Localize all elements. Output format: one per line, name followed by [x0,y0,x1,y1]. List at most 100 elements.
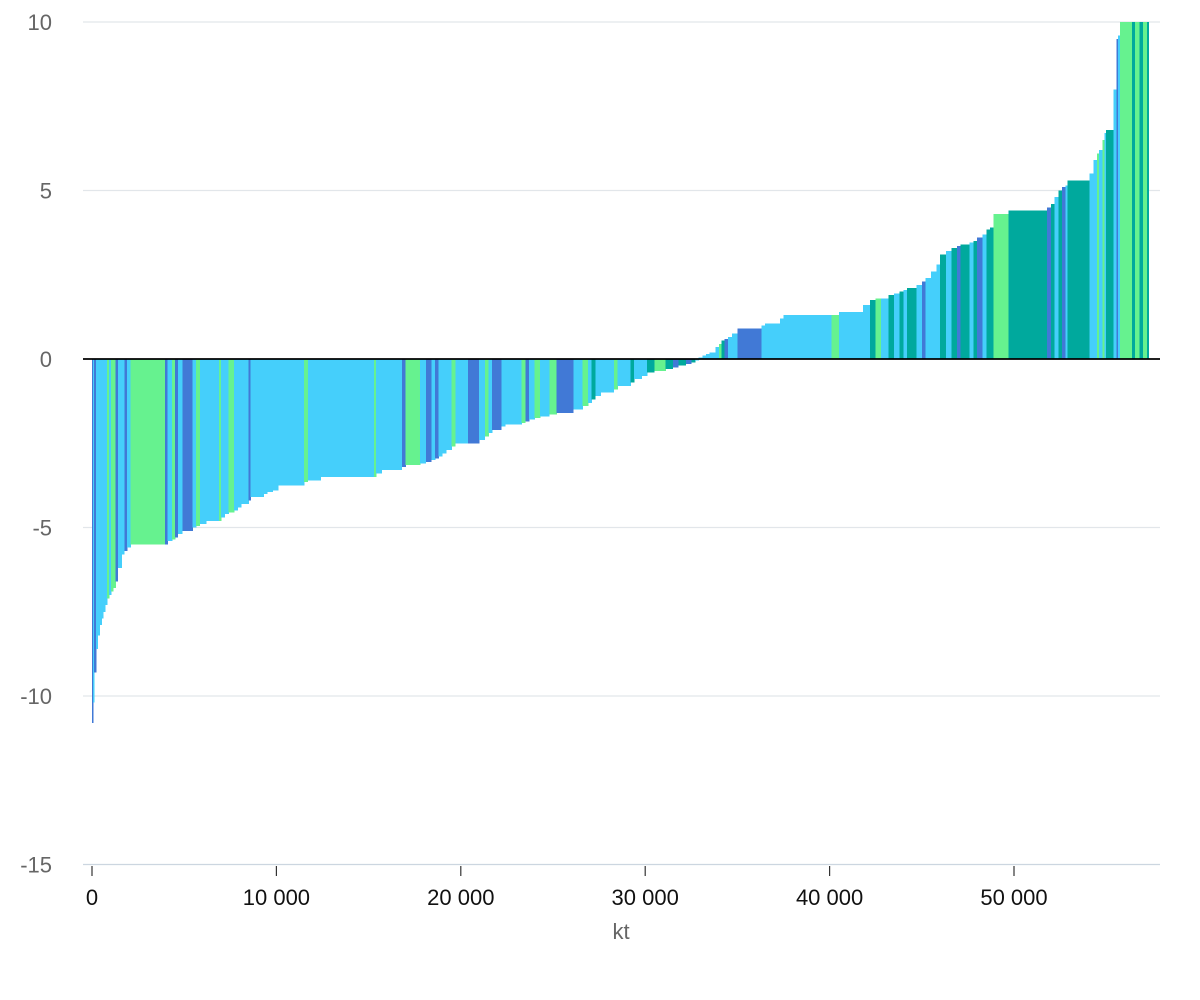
bar-96 [709,352,716,359]
bar-137 [1047,207,1052,359]
x-axis-title: kt [612,919,629,944]
bar-90 [685,359,692,365]
bar-56 [442,359,447,454]
bar-153 [1118,35,1121,359]
bar-75 [582,359,589,407]
bar-118 [907,288,917,359]
bar-99 [721,340,725,359]
bar-50 [405,359,421,466]
bar-114 [888,294,895,359]
bar-88 [672,359,679,368]
bar-8 [105,359,108,606]
bar-154 [1120,22,1133,359]
bar-58 [451,359,456,447]
bar-31 [224,359,229,515]
bar-113 [881,298,889,359]
x-tick-label-3: 30 000 [612,885,679,910]
bar-36 [248,359,251,501]
bar-25 [192,359,197,528]
x-tick-label-5: 50 000 [980,885,1047,910]
bar-149 [1104,133,1107,359]
bar-134 [990,227,995,359]
bar-98 [718,343,723,359]
bar-65 [501,359,506,427]
bar-54 [434,359,439,459]
bar-40 [267,359,274,493]
bar-44 [307,359,321,481]
bar-78 [595,359,602,397]
bar-69 [529,359,535,420]
bar-1 [93,359,95,703]
bar-129 [969,242,974,359]
bar-158 [1143,22,1148,359]
y-tick-label-3: -5 [32,516,52,541]
y-tick-label-0: 10 [28,10,52,35]
bar-140 [1058,190,1063,359]
bar-82 [630,359,635,383]
bar-35 [241,359,250,504]
x-tick-label-4: 40 000 [796,885,863,910]
bar-105 [765,323,781,359]
bar-26 [196,359,201,526]
bar-57 [446,359,452,450]
bar-24 [182,359,193,531]
bar-120 [921,281,926,359]
bar-74 [573,359,583,410]
bar-104 [761,325,766,359]
bar-112 [875,298,882,359]
y-tick-label-5: -15 [20,853,52,878]
bar-133 [986,229,991,359]
bar-141 [1061,187,1066,359]
bar-61 [479,359,486,440]
bar-13 [115,359,119,582]
bar-15 [121,359,125,555]
bar-37 [250,359,257,498]
bar-121 [925,278,932,359]
bar-9 [107,359,110,599]
bar-146 [1096,153,1100,359]
bar-29 [219,359,222,521]
bar-81 [617,359,631,386]
bar-132 [982,234,987,359]
bar-27 [199,359,207,525]
bar-119 [916,284,923,359]
bar-42 [278,359,305,486]
bar-68 [525,359,530,422]
bar-108 [831,315,840,359]
bar-83 [634,359,642,380]
bar-7 [103,359,106,612]
bar-5 [99,359,102,626]
y-axis-ticks: 10 5 0 -5 -10 -15 [20,10,52,878]
bar-148 [1102,139,1105,359]
x-tick-label-2: 20 000 [427,885,494,910]
bar-10 [108,359,112,595]
bar-59 [455,359,469,444]
bar-151 [1113,89,1117,360]
bar-142 [1065,185,1068,359]
bar-122 [931,271,937,359]
bar-39 [263,359,268,494]
bar-100 [724,338,729,359]
bar-117 [903,289,908,359]
y-tick-label-1: 5 [40,179,52,204]
bar-38 [256,359,264,498]
bar-43 [304,359,309,482]
bar-159 [1146,22,1149,359]
bar-18 [130,359,166,545]
bar-4 [97,359,101,636]
bar-23 [177,359,183,535]
bar-12 [113,359,116,589]
bar-143 [1067,180,1090,359]
bar-64 [492,359,502,430]
x-tick-label-1: 10 000 [243,885,310,910]
bar-135 [993,214,1009,359]
bar-46 [374,359,377,477]
bar-48 [381,359,403,471]
bar-17 [127,359,132,548]
y-tick-label-4: -10 [20,684,52,709]
bar-138 [1050,203,1055,359]
bar-3 [96,359,99,649]
y-tick-label-2: 0 [40,347,52,372]
bar-79 [600,359,615,393]
bar-109 [838,311,864,359]
